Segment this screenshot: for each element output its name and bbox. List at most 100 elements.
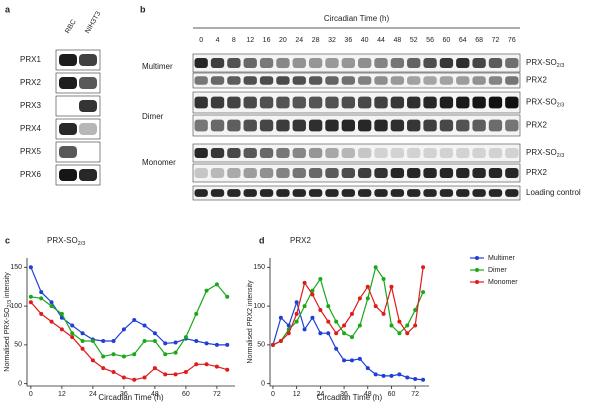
chart-title-part: PRX2 bbox=[290, 236, 311, 245]
data-point bbox=[310, 315, 315, 320]
data-point bbox=[132, 318, 137, 323]
band bbox=[194, 147, 208, 159]
band bbox=[488, 96, 503, 109]
band bbox=[423, 167, 437, 179]
data-point bbox=[365, 284, 370, 289]
x-tick-label: 48 bbox=[151, 391, 159, 398]
band bbox=[194, 167, 208, 179]
row-label-part: PRX2 bbox=[526, 76, 547, 85]
data-point bbox=[397, 331, 402, 336]
data-point bbox=[405, 375, 410, 380]
band bbox=[358, 147, 372, 159]
band bbox=[374, 119, 388, 132]
data-point bbox=[389, 373, 394, 378]
band bbox=[407, 76, 421, 85]
time-label: 68 bbox=[475, 37, 483, 44]
band bbox=[390, 147, 405, 159]
band bbox=[243, 167, 257, 179]
band bbox=[390, 57, 405, 69]
band bbox=[292, 147, 306, 159]
band bbox=[325, 147, 339, 159]
row-label-sub: 2/3 bbox=[557, 153, 565, 159]
data-point bbox=[28, 294, 33, 299]
band bbox=[341, 147, 355, 159]
legend-label: Monomer bbox=[488, 279, 518, 286]
band bbox=[488, 167, 503, 179]
row-label-sub: 2/3 bbox=[557, 103, 565, 109]
band bbox=[456, 76, 470, 85]
band bbox=[423, 119, 437, 132]
data-point bbox=[381, 373, 386, 378]
data-point bbox=[421, 290, 426, 295]
band bbox=[439, 167, 454, 179]
data-point bbox=[373, 372, 378, 377]
y-axis-label-part: Normalised PRX2 intensity bbox=[247, 280, 254, 364]
band bbox=[472, 189, 486, 197]
data-point bbox=[194, 362, 199, 367]
data-point bbox=[59, 311, 64, 316]
band bbox=[276, 96, 290, 109]
band bbox=[259, 57, 274, 69]
band bbox=[341, 57, 355, 69]
time-label: 8 bbox=[232, 37, 236, 44]
data-point bbox=[286, 331, 291, 336]
x-tick-label: 24 bbox=[316, 391, 324, 398]
band bbox=[227, 147, 241, 159]
data-point bbox=[121, 327, 126, 332]
blot-frame bbox=[192, 91, 521, 114]
y-tick-label: 50 bbox=[14, 342, 22, 349]
x-tick-label: 72 bbox=[213, 391, 221, 398]
data-point bbox=[80, 339, 85, 344]
band bbox=[341, 189, 355, 197]
band bbox=[227, 57, 241, 69]
x-tick-label: 48 bbox=[364, 391, 372, 398]
data-point bbox=[80, 331, 85, 336]
data-point bbox=[342, 358, 347, 363]
band bbox=[374, 57, 388, 69]
band bbox=[472, 119, 486, 132]
data-point bbox=[365, 366, 370, 371]
axis bbox=[26, 258, 235, 387]
band bbox=[243, 189, 257, 197]
band bbox=[423, 96, 437, 109]
time-label: 60 bbox=[443, 37, 451, 44]
series-line bbox=[272, 267, 424, 346]
data-point bbox=[342, 331, 347, 336]
data-point bbox=[214, 282, 219, 287]
band bbox=[227, 167, 241, 179]
band bbox=[325, 119, 339, 132]
lane-label: NIH3T3 bbox=[84, 10, 102, 34]
row-label: PRX5 bbox=[20, 147, 41, 156]
data-point bbox=[142, 375, 147, 380]
data-point bbox=[121, 375, 126, 380]
band bbox=[308, 147, 323, 159]
band bbox=[276, 76, 290, 85]
band bbox=[210, 147, 225, 159]
band bbox=[210, 57, 225, 69]
row-label: PRX-SO2/3 bbox=[526, 98, 564, 109]
panel-label: d bbox=[259, 235, 265, 245]
band bbox=[259, 119, 274, 132]
band bbox=[227, 96, 241, 109]
data-point bbox=[397, 372, 402, 377]
band bbox=[358, 96, 372, 109]
band bbox=[456, 167, 470, 179]
y-tick-label: 100 bbox=[10, 303, 22, 310]
row-label-part: PRX-SO bbox=[526, 58, 557, 67]
row-label-part: PRX2 bbox=[526, 168, 547, 177]
band bbox=[439, 119, 454, 132]
data-point bbox=[342, 323, 347, 328]
x-tick-label: 0 bbox=[29, 391, 33, 398]
blot-frame bbox=[192, 163, 521, 183]
data-point bbox=[173, 340, 178, 345]
data-point bbox=[413, 323, 418, 328]
data-point bbox=[59, 327, 64, 332]
data-point bbox=[70, 323, 75, 328]
band bbox=[439, 96, 454, 109]
data-point bbox=[49, 319, 54, 324]
band bbox=[276, 57, 290, 69]
data-point bbox=[39, 296, 44, 301]
data-point bbox=[278, 315, 283, 320]
band bbox=[456, 57, 470, 69]
band bbox=[423, 57, 437, 69]
